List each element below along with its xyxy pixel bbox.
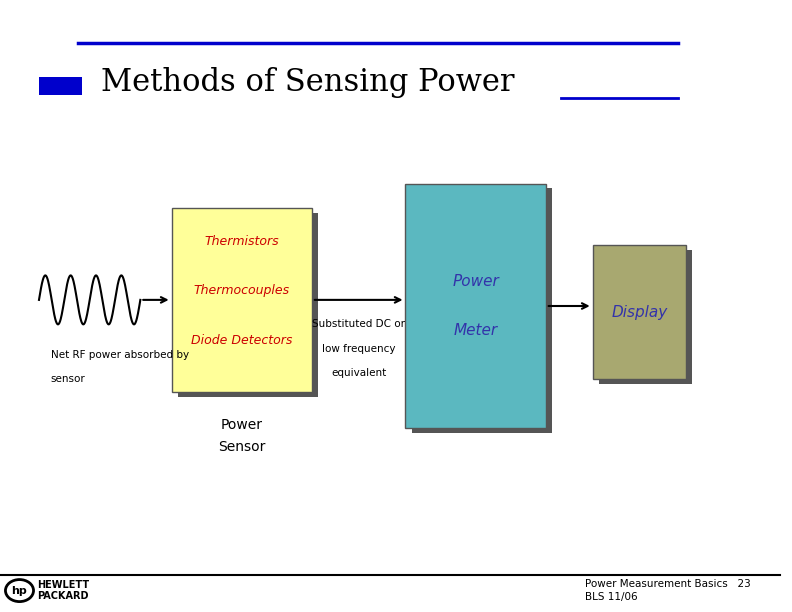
- Text: Substituted DC or: Substituted DC or: [312, 319, 406, 329]
- Text: Display: Display: [611, 305, 668, 319]
- FancyBboxPatch shape: [172, 208, 312, 392]
- Text: sensor: sensor: [51, 375, 86, 384]
- Text: equivalent: equivalent: [331, 368, 386, 378]
- Text: Power Measurement Basics   23: Power Measurement Basics 23: [584, 580, 751, 589]
- Text: Net RF power absorbed by: Net RF power absorbed by: [51, 350, 188, 360]
- Text: Thermistors: Thermistors: [204, 234, 279, 248]
- FancyBboxPatch shape: [177, 213, 318, 397]
- FancyBboxPatch shape: [406, 184, 546, 428]
- Text: hp: hp: [12, 586, 28, 595]
- FancyBboxPatch shape: [39, 76, 82, 95]
- FancyBboxPatch shape: [599, 250, 692, 384]
- Text: Diode Detectors: Diode Detectors: [191, 334, 292, 347]
- FancyBboxPatch shape: [592, 245, 686, 379]
- Text: Thermocouples: Thermocouples: [194, 284, 290, 297]
- FancyBboxPatch shape: [412, 188, 552, 433]
- Text: BLS 11/06: BLS 11/06: [584, 592, 638, 602]
- Text: low frequency: low frequency: [322, 344, 395, 354]
- Text: Sensor: Sensor: [218, 440, 265, 453]
- Text: Power: Power: [221, 419, 263, 432]
- Text: HEWLETT
PACKARD: HEWLETT PACKARD: [37, 580, 89, 602]
- Text: Methods of Sensing Power: Methods of Sensing Power: [101, 67, 515, 98]
- Text: Power: Power: [452, 274, 499, 289]
- Text: Meter: Meter: [454, 323, 497, 338]
